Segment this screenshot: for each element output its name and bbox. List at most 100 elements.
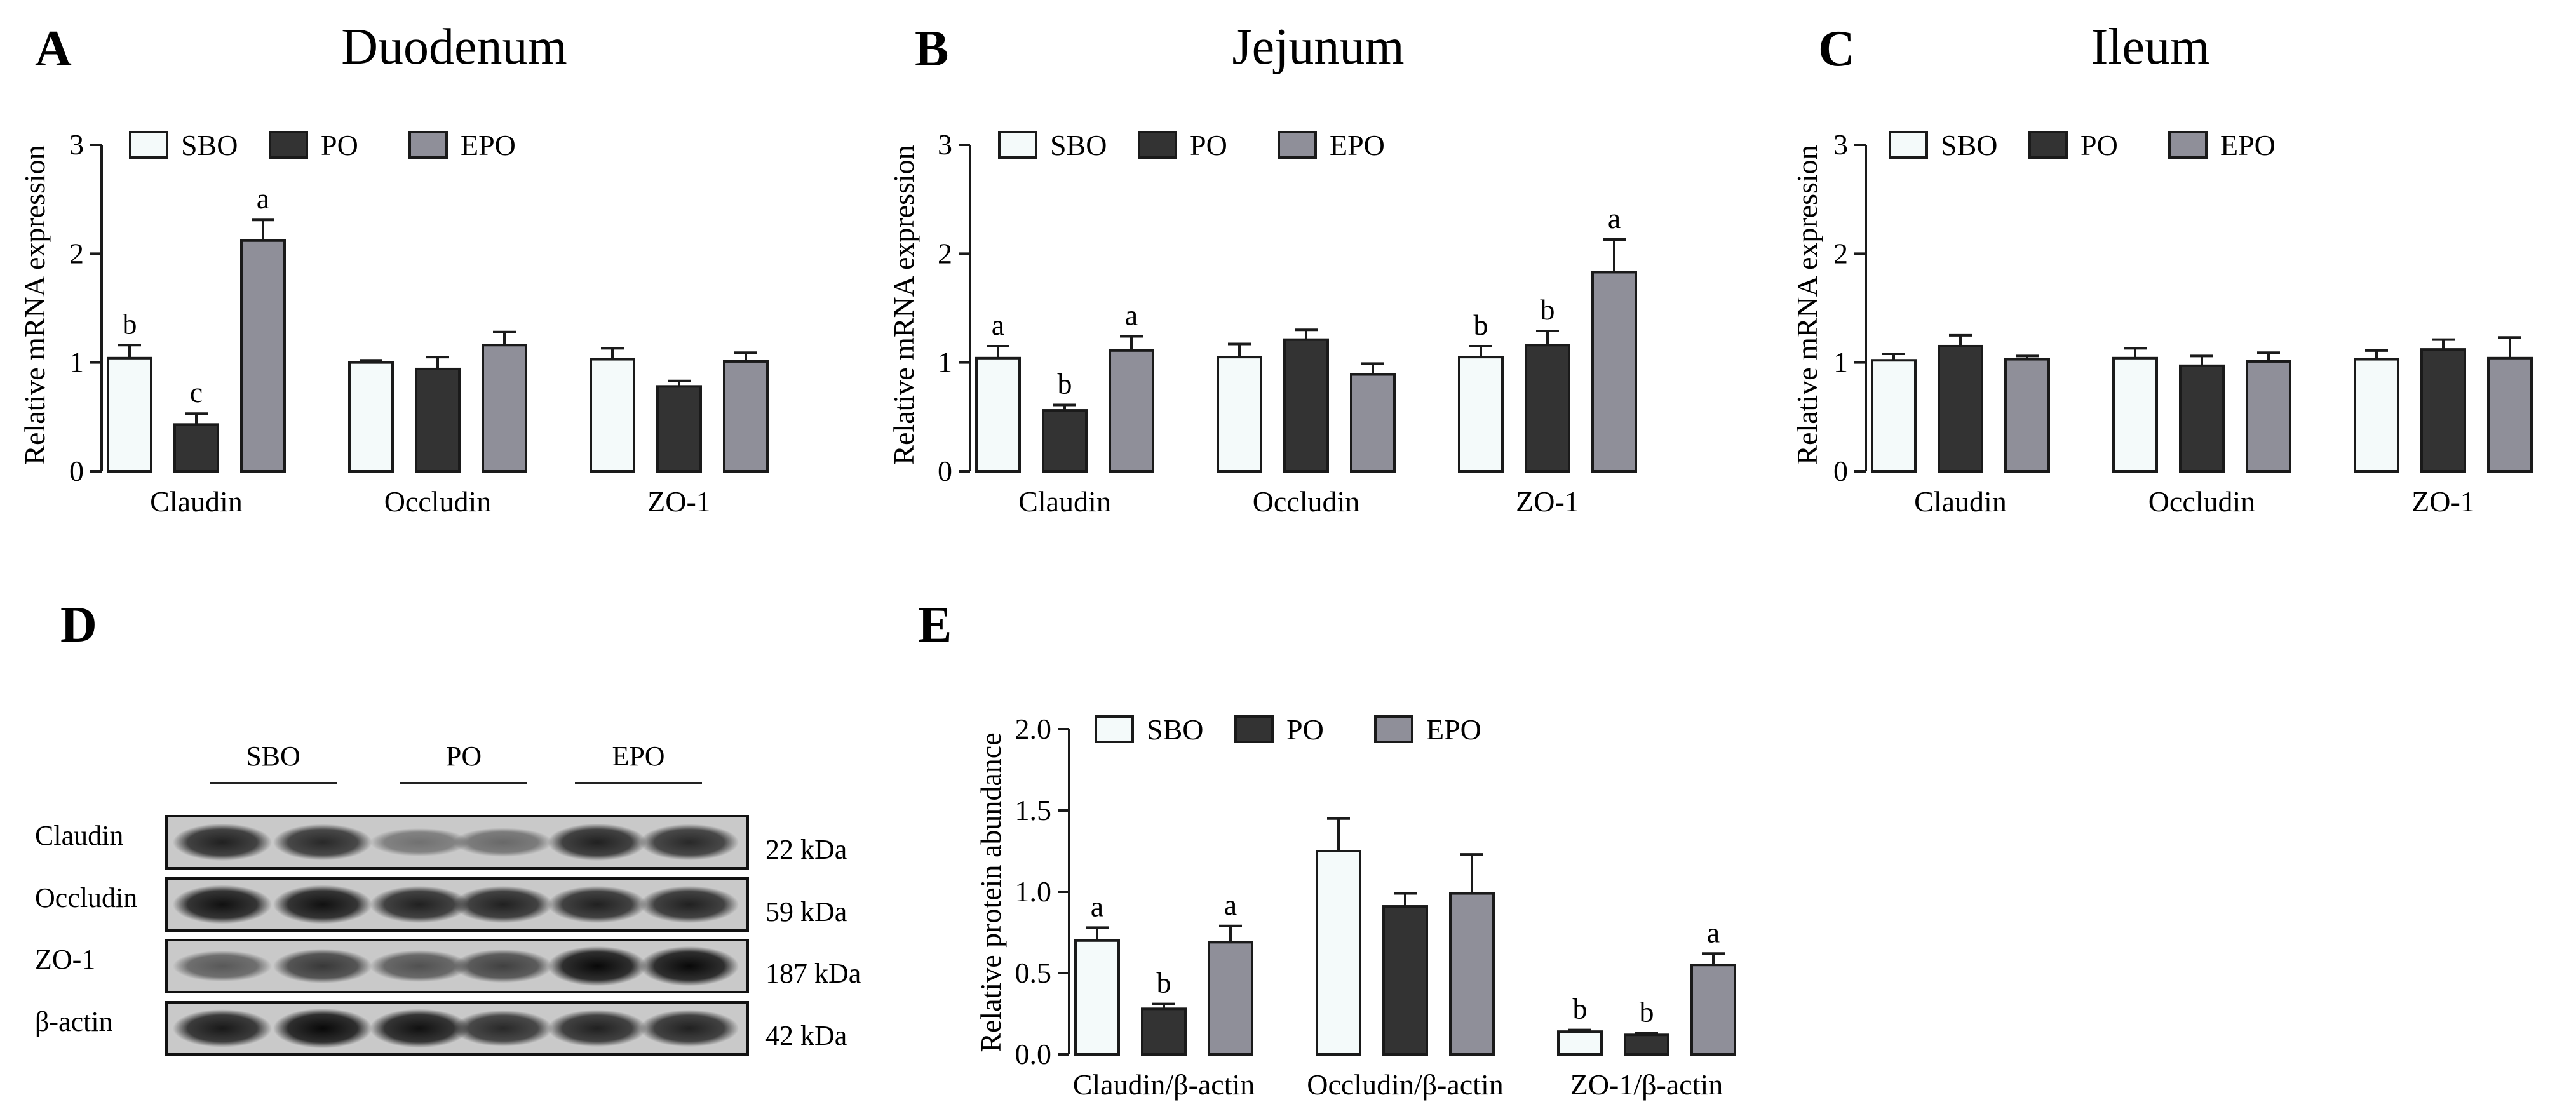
- bar-epo-claudin: [2004, 358, 2050, 473]
- legend-label-sbo: SBO: [1941, 129, 1997, 161]
- blot-band: [273, 885, 372, 924]
- legend-swatch-sbo: [1095, 715, 1134, 743]
- blot-kda-label: 22 kDa: [765, 834, 847, 865]
- blot-group-label-sbo: SBO: [246, 741, 300, 772]
- legend-label-epo: EPO: [2220, 129, 2276, 161]
- blot-band: [548, 885, 647, 924]
- y-tick-label: 0: [69, 455, 84, 487]
- blot-band: [173, 950, 272, 982]
- bar-po-claudin: [1938, 344, 1983, 473]
- x-category-label: ZO-1: [647, 485, 711, 518]
- y-axis-title-c: Relative mRNA expression: [1791, 145, 1823, 464]
- bar-sbo-claudin: [107, 356, 152, 473]
- legend-e: SBO PO EPO: [1095, 713, 1481, 746]
- blot-band: [640, 824, 739, 861]
- bar-sbo-occludin-actin: [1316, 850, 1361, 1056]
- blot-band: [548, 1009, 647, 1047]
- blot-band: [273, 1008, 372, 1049]
- blot-band: [454, 828, 553, 857]
- significance-label: b: [1573, 993, 1588, 1025]
- legend-label-sbo: SBO: [181, 129, 238, 161]
- bar-sbo-zo-1-actin: [1557, 1030, 1603, 1056]
- bar-po-claudin: [1042, 409, 1088, 473]
- legend-swatch-epo: [1278, 131, 1317, 159]
- significance-label: a: [1224, 889, 1237, 921]
- blot-band: [173, 823, 272, 861]
- y-axis-title-a: Relative mRNA expression: [18, 145, 51, 464]
- y-axis-title-e: Relative protein abundance: [974, 732, 1007, 1052]
- significance-label: b: [1157, 967, 1171, 999]
- blot-row-label: ZO-1: [35, 944, 95, 975]
- y-tick-label: 0: [938, 455, 952, 487]
- blot-group-label-epo: EPO: [612, 741, 664, 772]
- legend-swatch-epo: [1374, 715, 1413, 743]
- bar-epo-occludin: [482, 344, 527, 473]
- blot-row-label: Claudin: [35, 820, 123, 851]
- significance-label: b: [1640, 996, 1654, 1028]
- bar-epo-claudin: [1109, 349, 1154, 473]
- y-tick-label: 2: [938, 237, 952, 269]
- y-tick-label: 2: [69, 237, 84, 269]
- legend-swatch-po: [269, 131, 308, 159]
- bar-po-zo-1: [1525, 344, 1570, 473]
- legend-swatch-epo: [408, 131, 448, 159]
- significance-label: a: [257, 182, 269, 215]
- plot-e: 0.0 0.5 1.0 1.5 2.0 a b a Claudin/β-actin Occludi…: [1015, 713, 1736, 1101]
- chart-title-ileum: Ileum: [2091, 19, 2210, 75]
- blot-row-label: Occludin: [35, 882, 137, 913]
- legend-label-epo: EPO: [1426, 713, 1481, 746]
- blot-kda-label: 187 kDa: [765, 958, 861, 989]
- bar-sbo-zo-1: [590, 358, 635, 473]
- bar-sbo-claudin: [1871, 359, 1917, 473]
- bar-sbo-occludin: [2112, 356, 2158, 473]
- significance-label: c: [190, 376, 203, 408]
- plot-a: 0 1 2 3 b c a Claudin Occludin ZO-1: [69, 128, 769, 518]
- western-blot: SBO PO EPO Claudin 22 kDa Occludin 59 kDa ZO-1 1…: [35, 741, 861, 1056]
- blot-band: [370, 950, 469, 982]
- bar-po-occludin: [2179, 364, 2225, 473]
- y-tick-label: 1.5: [1015, 794, 1052, 826]
- bar-sbo-occludin: [348, 361, 394, 473]
- blot-band: [640, 885, 739, 924]
- panel-b: B Jejunum Relative mRNA expression 0 1 2 3 a…: [887, 19, 1637, 518]
- legend-label-po: PO: [1286, 713, 1324, 746]
- bar-sbo-zo-1: [2354, 358, 2399, 473]
- bar-po-zo-1-actin: [1624, 1033, 1669, 1056]
- blot-band: [273, 824, 372, 861]
- legend-label-po: PO: [1190, 129, 1227, 161]
- bar-epo-claudin-actin: [1208, 941, 1253, 1056]
- chart-title-duodenum: Duodenum: [341, 19, 567, 75]
- bar-po-claudin-actin: [1141, 1007, 1187, 1056]
- bar-epo-occludin: [1350, 373, 1396, 473]
- significance-label: b: [1474, 309, 1488, 341]
- y-tick-label: 2: [1833, 237, 1848, 269]
- blot-kda-label: 42 kDa: [765, 1020, 847, 1051]
- plot-c: 0 1 2 3 Claudin Occludin ZO-1: [1833, 128, 2533, 518]
- legend-swatch-po: [1234, 715, 1274, 743]
- y-tick-label: 3: [938, 128, 952, 161]
- panel-letter-a: A: [35, 21, 72, 77]
- bar-epo-occludin: [2246, 360, 2291, 473]
- legend-swatch-po: [2028, 131, 2068, 159]
- significance-label: a: [1608, 202, 1621, 234]
- bar-sbo-zo-1: [1458, 356, 1504, 473]
- blot-band: [173, 1009, 272, 1047]
- blot-row-label: β-actin: [35, 1006, 113, 1037]
- blot-band: [640, 946, 739, 986]
- blot-band: [454, 885, 553, 924]
- significance-label: b: [1541, 293, 1555, 326]
- significance-label: b: [1058, 367, 1072, 400]
- x-category-label: Occludin: [384, 485, 492, 518]
- bar-po-occludin: [415, 367, 461, 473]
- legend-label-sbo: SBO: [1147, 713, 1203, 746]
- legend-label-po: PO: [2080, 129, 2118, 161]
- blot-group-label-po: PO: [446, 741, 482, 772]
- significance-label: a: [1091, 890, 1103, 922]
- panel-letter-b: B: [915, 21, 948, 77]
- blot-band: [370, 828, 469, 857]
- bar-sbo-claudin: [975, 356, 1021, 473]
- panel-a: A Duodenum Relative mRNA expression 0 1 2 3…: [18, 19, 769, 518]
- legend-label-epo: EPO: [1330, 129, 1385, 161]
- y-tick-label: 1: [69, 346, 84, 379]
